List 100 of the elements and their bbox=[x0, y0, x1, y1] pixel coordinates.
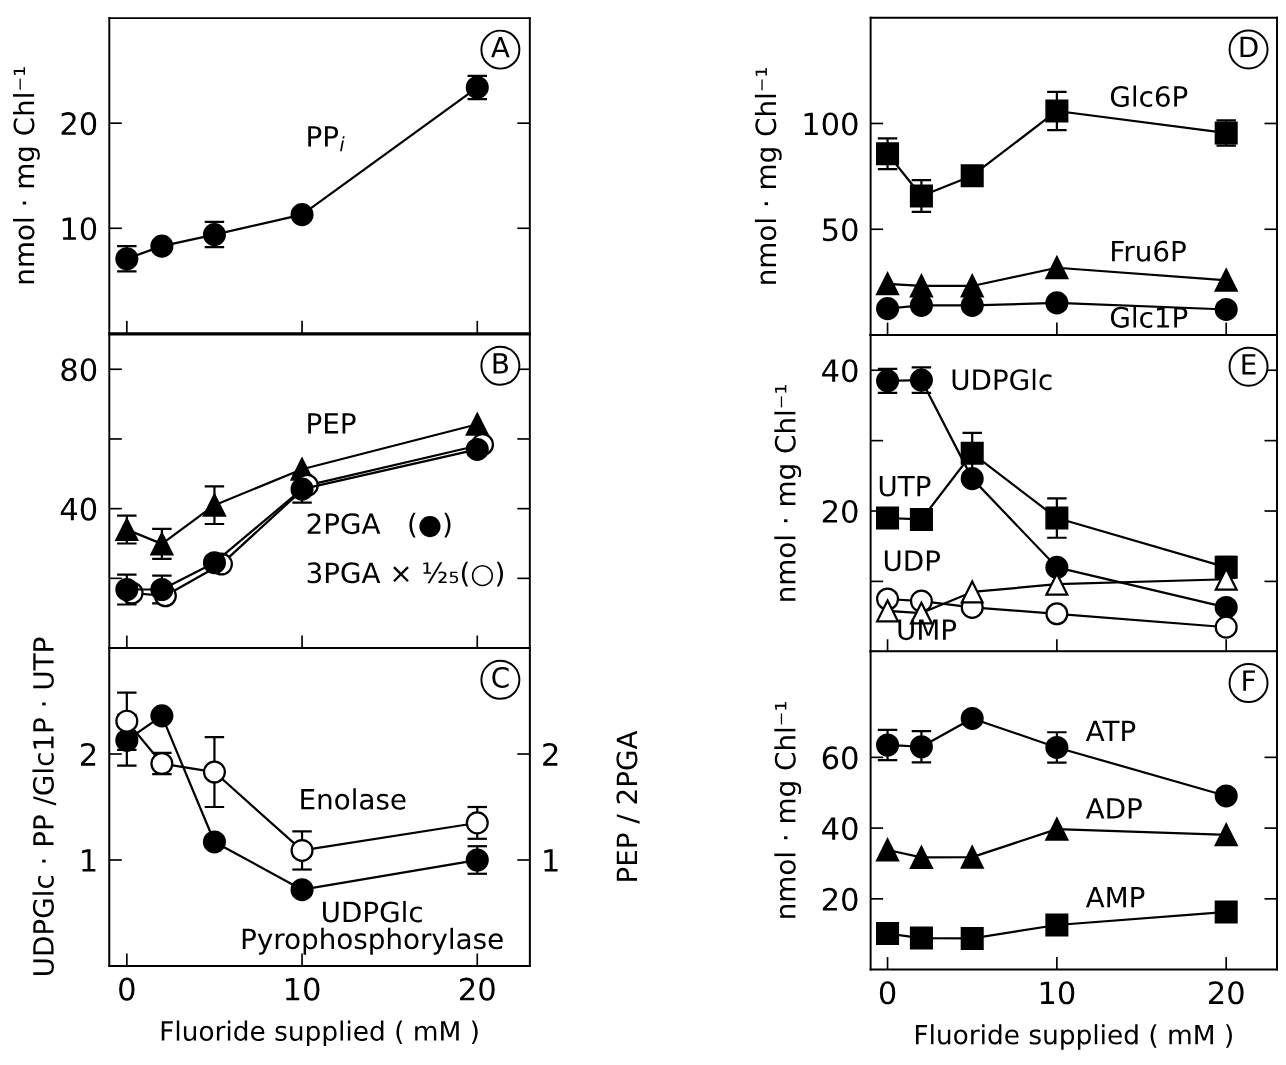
x-tick-label: 20 bbox=[1209, 981, 1244, 1005]
point bbox=[1045, 99, 1069, 123]
x-tick-label: 0 bbox=[879, 981, 896, 1005]
y-tick-label: 20 bbox=[822, 499, 858, 524]
point bbox=[960, 706, 984, 730]
series-label: UMP bbox=[898, 619, 957, 641]
point bbox=[960, 845, 984, 869]
point bbox=[1045, 735, 1069, 759]
y-tick-label: 80 bbox=[61, 358, 97, 382]
point bbox=[150, 532, 174, 556]
point bbox=[1214, 297, 1238, 321]
y-tick-label: 1 bbox=[82, 849, 96, 872]
annotation: C bbox=[492, 666, 509, 688]
y2-axis-title: PEP / 2PGA bbox=[616, 730, 640, 881]
point bbox=[1214, 595, 1238, 619]
point bbox=[876, 921, 900, 946]
y-tick-label: 20 bbox=[822, 887, 858, 911]
point bbox=[1045, 256, 1069, 280]
y-tick-label: 50 bbox=[822, 218, 858, 242]
series-label: Glc1P bbox=[1110, 306, 1188, 328]
annotation: F bbox=[1243, 670, 1255, 691]
point bbox=[960, 580, 984, 604]
series-label: ADP bbox=[1085, 798, 1142, 819]
point bbox=[115, 728, 139, 752]
y-axis-title: UDPGlc · PP /Glc1P · UTP bbox=[32, 637, 57, 975]
point bbox=[876, 506, 900, 530]
point bbox=[202, 551, 226, 575]
series-label: Enolase bbox=[301, 788, 406, 810]
point bbox=[876, 297, 900, 321]
point bbox=[150, 234, 174, 258]
point bbox=[1045, 602, 1069, 626]
point bbox=[1214, 900, 1238, 924]
point bbox=[909, 507, 933, 531]
x-tick-label: 10 bbox=[1040, 981, 1075, 1005]
y-axis-title: nmol · mg Chl⁻¹ bbox=[774, 701, 802, 918]
series-label: PEP bbox=[308, 413, 356, 434]
y-tick-label: 60 bbox=[822, 746, 858, 770]
y2-tick-label: 1 bbox=[544, 849, 558, 872]
annotation: A bbox=[491, 37, 510, 58]
point bbox=[909, 926, 933, 950]
point bbox=[290, 838, 314, 862]
point bbox=[876, 599, 900, 623]
point bbox=[1214, 615, 1238, 639]
point bbox=[1045, 291, 1069, 315]
point bbox=[1045, 817, 1069, 841]
legend-label: 3PGA × ¹⁄₂₅(○) bbox=[307, 561, 504, 587]
x-tick-label: 10 bbox=[285, 977, 320, 1001]
series-label: AMP bbox=[1085, 886, 1145, 908]
series-label: UDPGlc bbox=[952, 368, 1052, 391]
y-tick-label: 40 bbox=[60, 497, 97, 521]
point bbox=[290, 878, 314, 902]
y-axis-title: nmol · mg Chl⁻¹ bbox=[754, 67, 782, 284]
point bbox=[1214, 268, 1238, 292]
x-axis-title: Fluoride supplied ( mM ) bbox=[161, 1020, 478, 1047]
point bbox=[1214, 784, 1238, 808]
x-tick-label: 20 bbox=[460, 977, 495, 1001]
point bbox=[202, 493, 226, 517]
point bbox=[1214, 823, 1238, 847]
annotation: B bbox=[493, 353, 508, 374]
annotation: E bbox=[1242, 354, 1256, 375]
point bbox=[1045, 913, 1069, 937]
point bbox=[465, 412, 489, 436]
point bbox=[150, 704, 174, 728]
point bbox=[202, 830, 226, 854]
series-label: UTP bbox=[879, 475, 931, 497]
annotation: D bbox=[1240, 36, 1258, 58]
point bbox=[876, 838, 900, 862]
point bbox=[960, 164, 984, 188]
series-label: 2PGA (●) bbox=[307, 512, 451, 538]
point bbox=[876, 733, 900, 757]
series-label: Fru6P bbox=[1112, 240, 1186, 262]
point bbox=[909, 184, 933, 208]
point bbox=[960, 441, 984, 465]
series-label: UDPGlc Pyrophosphorylase bbox=[242, 900, 503, 955]
y-tick-label: 40 bbox=[822, 817, 858, 841]
series-label: PP$_{i}$ bbox=[308, 126, 345, 152]
series-label: Glc6P bbox=[1110, 85, 1188, 107]
point bbox=[115, 709, 139, 733]
point bbox=[1045, 555, 1069, 579]
y-tick-label: 10 bbox=[62, 217, 97, 241]
point bbox=[202, 760, 226, 784]
point bbox=[876, 272, 900, 296]
y-axis-title: nmol · mg Chl⁻¹ bbox=[774, 384, 802, 601]
point bbox=[909, 735, 933, 759]
x-axis-title: Fluoride supplied ( mM ) bbox=[916, 1024, 1232, 1050]
point bbox=[465, 811, 489, 835]
point bbox=[1045, 506, 1069, 530]
series-label: UDP bbox=[884, 550, 940, 572]
y-tick-label: 2 bbox=[81, 742, 96, 766]
y-tick-label: 100 bbox=[804, 112, 858, 136]
y-tick-label: 40 bbox=[822, 359, 858, 383]
point bbox=[876, 142, 900, 166]
y2-tick-label: 2 bbox=[543, 742, 558, 766]
series-label: ATP bbox=[1085, 720, 1136, 741]
point bbox=[960, 926, 984, 950]
x-tick-label: 0 bbox=[119, 977, 135, 1001]
point bbox=[465, 437, 489, 461]
y-axis-title: nmol · mg Chl⁻¹ bbox=[12, 67, 40, 284]
point bbox=[909, 845, 933, 869]
point bbox=[960, 467, 984, 491]
